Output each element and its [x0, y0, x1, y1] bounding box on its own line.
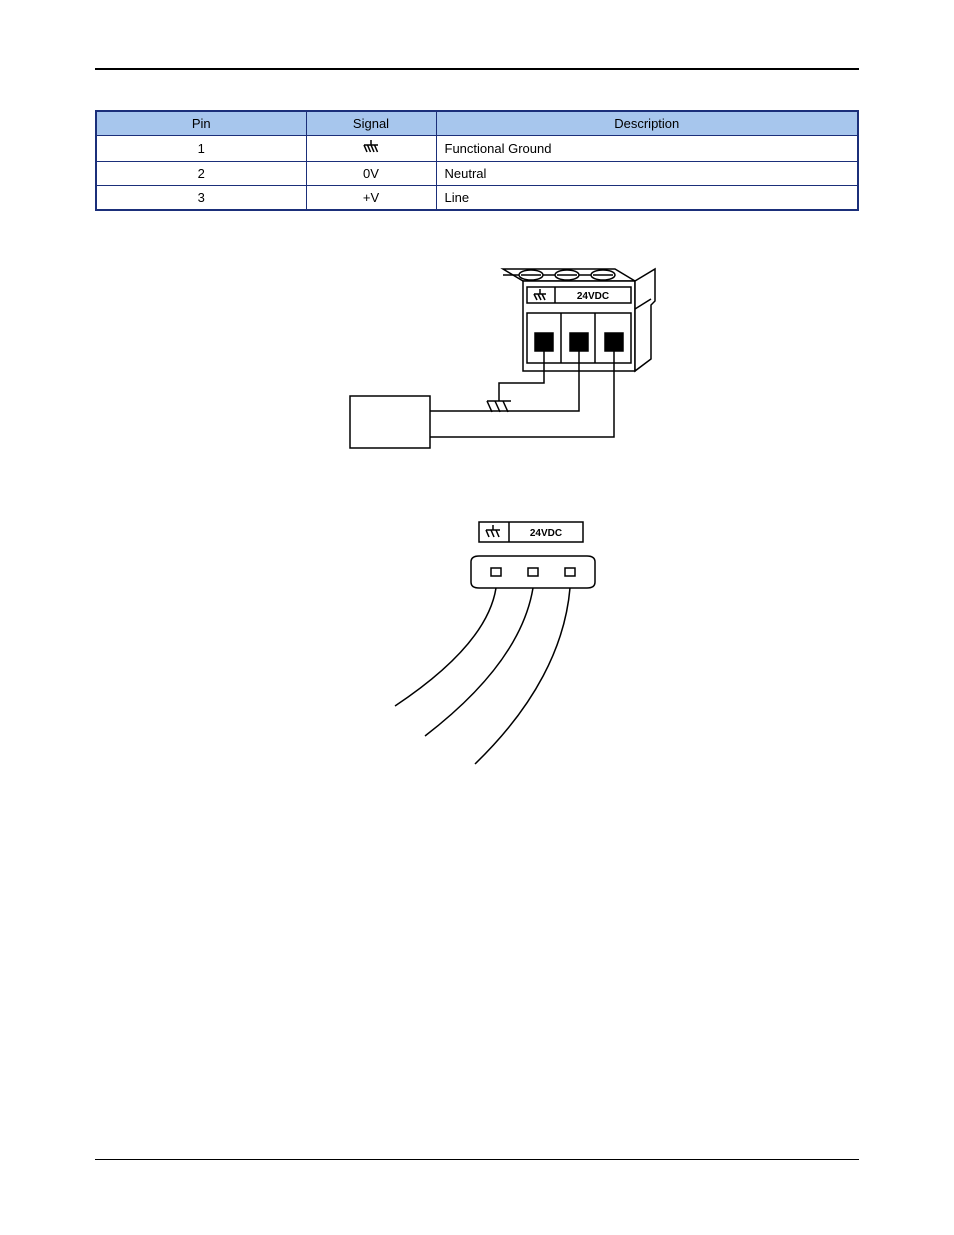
th-signal: Signal — [306, 111, 436, 136]
table-row: 3 +V Line — [96, 186, 858, 211]
cell-desc: Neutral — [436, 162, 858, 186]
bottom-rule — [95, 1159, 859, 1160]
table-row: 2 0V Neutral — [96, 162, 858, 186]
th-description: Description — [436, 111, 858, 136]
ground-icon — [362, 140, 380, 157]
cell-signal: 0V — [306, 162, 436, 186]
cell-pin: 2 — [96, 162, 306, 186]
th-pin: Pin — [96, 111, 306, 136]
cell-desc: Functional Ground — [436, 136, 858, 162]
cell-pin: 1 — [96, 136, 306, 162]
cell-pin: 3 — [96, 186, 306, 211]
wiring-diagram-2: 24VDC — [95, 516, 859, 776]
connector-label: 24VDC — [530, 528, 562, 539]
wiring-diagram-1: 24VDC — [95, 261, 859, 521]
table-header-row: Pin Signal Description — [96, 111, 858, 136]
cell-desc: Line — [436, 186, 858, 211]
cell-signal — [306, 136, 436, 162]
pinout-table: Pin Signal Description 1 — [95, 110, 859, 211]
table-row: 1 — [96, 136, 858, 162]
top-rule — [95, 68, 859, 70]
cell-signal: +V — [306, 186, 436, 211]
